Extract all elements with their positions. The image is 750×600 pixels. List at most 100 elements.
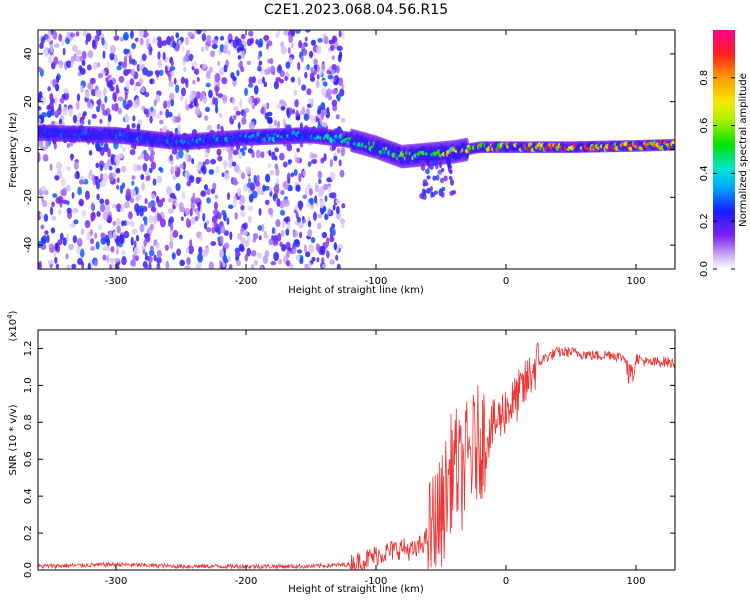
noise-blob — [251, 104, 255, 110]
noise-blob — [239, 98, 243, 108]
noise-blob — [77, 257, 83, 266]
noise-blob — [144, 198, 148, 204]
noise-blob — [294, 205, 299, 211]
noise-blob — [217, 60, 221, 67]
noise-blob — [148, 167, 153, 174]
noise-blob — [329, 231, 334, 239]
noise-blob — [68, 243, 74, 251]
noise-blob — [302, 194, 307, 200]
noise-blob — [148, 249, 155, 257]
noise-blob — [238, 243, 245, 252]
noise-blob — [266, 116, 273, 124]
noise-blob — [203, 222, 208, 230]
noise-blob — [155, 241, 160, 250]
noise-blob — [170, 35, 175, 42]
noise-blob — [70, 61, 74, 69]
noise-blob — [96, 193, 100, 201]
y-tick-label: 20 — [23, 95, 34, 108]
noise-blob — [168, 111, 173, 118]
noise-blob — [102, 50, 106, 59]
noise-blob — [139, 223, 145, 233]
noise-blob — [146, 175, 151, 181]
noise-blob — [227, 49, 231, 56]
noise-blob — [182, 161, 186, 171]
noise-blob — [277, 232, 282, 242]
noise-blob — [164, 244, 169, 251]
x-tick-label: -200 — [235, 276, 258, 287]
noise-blob — [181, 190, 186, 200]
noise-blob — [227, 204, 234, 210]
noise-blob — [172, 230, 179, 238]
noise-blob — [326, 88, 332, 97]
noise-blob — [244, 240, 250, 248]
noise-blob — [54, 96, 58, 105]
noise-blob — [290, 76, 295, 83]
noise-blob — [156, 36, 162, 42]
noise-blob — [339, 88, 345, 97]
noise-blob — [106, 254, 110, 264]
noise-blob — [218, 67, 225, 76]
noise-blob — [237, 122, 241, 130]
noise-blob — [320, 102, 326, 111]
noise-blob — [234, 212, 238, 220]
noise-blob — [84, 219, 91, 229]
noise-blob — [288, 34, 294, 44]
signal-tail — [441, 186, 446, 192]
noise-blob — [188, 245, 194, 255]
noise-blob — [84, 91, 90, 99]
noise-blob — [104, 96, 108, 103]
noise-blob — [248, 121, 255, 131]
noise-blob — [260, 190, 264, 196]
noise-blob — [99, 198, 105, 205]
noise-blob — [309, 72, 315, 79]
noise-blob — [47, 57, 53, 64]
noise-blob — [165, 260, 170, 269]
noise-blob — [261, 223, 265, 233]
noise-blob — [300, 256, 304, 262]
noise-blob — [205, 82, 211, 88]
spectrogram-y-label: Frequency (Hz) — [8, 112, 19, 188]
noise-blob — [131, 42, 136, 50]
noise-blob — [295, 184, 301, 192]
noise-blob — [194, 197, 201, 203]
noise-blob — [93, 260, 98, 267]
noise-blob — [260, 151, 265, 159]
noise-blob — [296, 249, 303, 254]
noise-blob — [240, 237, 247, 244]
noise-blob — [157, 199, 164, 208]
noise-blob — [316, 73, 320, 80]
noise-blob — [167, 197, 174, 203]
noise-blob — [199, 93, 203, 102]
spectrogram-marks — [38, 30, 675, 269]
noise-blob — [156, 265, 161, 269]
noise-blob — [337, 53, 342, 63]
noise-blob — [241, 171, 246, 180]
noise-blob — [115, 217, 121, 227]
noise-blob — [340, 220, 345, 229]
noise-blob — [223, 230, 229, 236]
noise-blob — [293, 89, 297, 97]
noise-blob — [262, 184, 266, 192]
noise-blob — [208, 169, 214, 175]
noise-blob — [121, 165, 127, 173]
noise-blob — [195, 207, 199, 216]
noise-blob — [295, 30, 301, 34]
noise-blob — [250, 263, 255, 269]
noise-blob — [184, 265, 191, 269]
noise-blob — [118, 75, 125, 83]
noise-blob — [316, 45, 322, 55]
noise-blob — [38, 152, 41, 162]
snr-x-label: Height of straight line (km) — [288, 584, 424, 595]
noise-blob — [103, 162, 109, 171]
noise-blob — [40, 185, 47, 191]
noise-blob — [109, 263, 112, 269]
noise-blob — [239, 210, 246, 218]
noise-blob — [80, 228, 85, 236]
noise-blob — [273, 251, 280, 262]
noise-blob — [274, 147, 279, 153]
signal-tail — [447, 162, 451, 169]
noise-blob — [275, 219, 281, 228]
noise-blob — [216, 148, 222, 156]
noise-blob — [301, 84, 307, 91]
noise-blob — [300, 55, 304, 63]
